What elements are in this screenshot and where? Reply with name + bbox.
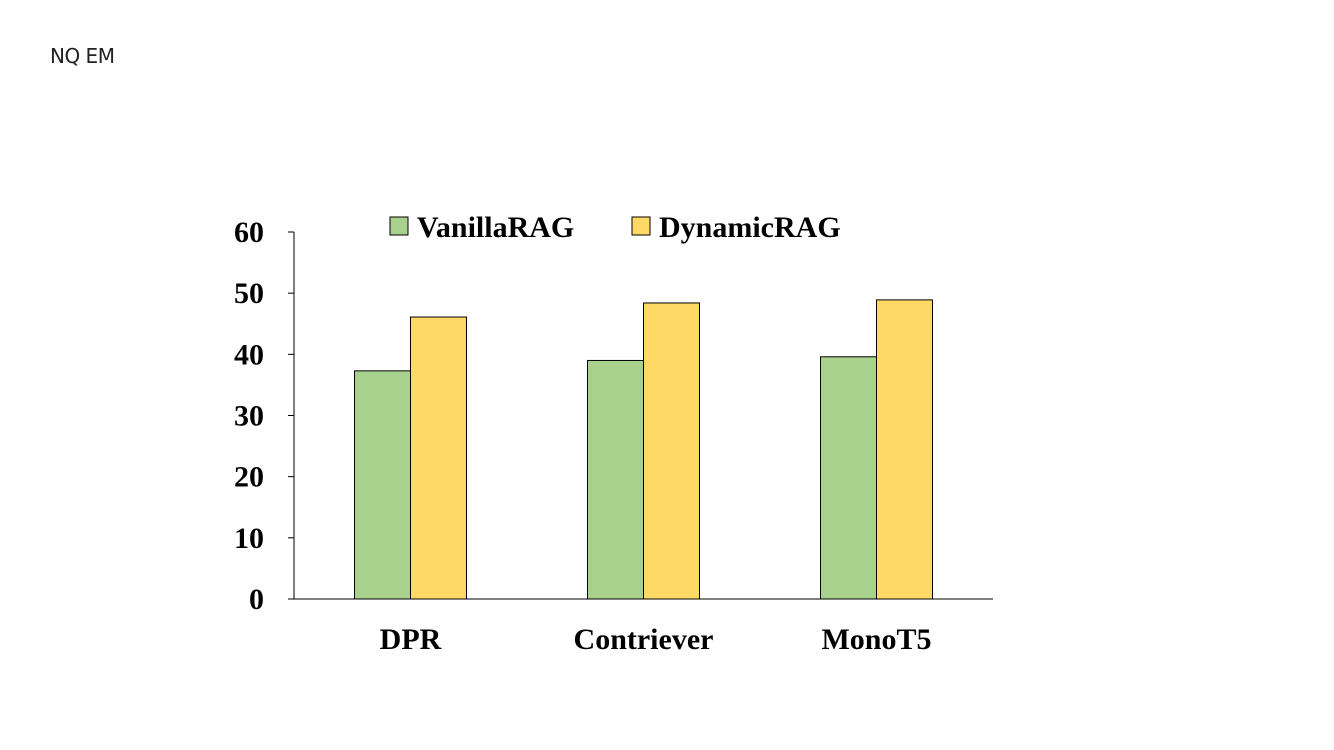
legend-label: DynamicRAG (659, 211, 841, 244)
bar-dynamicrag-monot5 (876, 299, 933, 600)
y-tick-label: 40 (234, 338, 264, 371)
y-tick-label: 50 (234, 277, 264, 310)
y-tick-label: 10 (234, 522, 264, 555)
legend-swatch (631, 216, 651, 236)
bar-vanillarag-contriever (587, 359, 644, 600)
x-axis-labels: DPR Contriever MonoT5 (380, 623, 932, 656)
page-title: NQ EM (50, 44, 115, 68)
x-category-label: MonoT5 (821, 623, 931, 656)
bar-vanillarag-dpr (354, 370, 411, 600)
y-tick-label: 60 (234, 216, 264, 249)
legend-swatch (389, 216, 409, 236)
y-tick-label: 20 (234, 461, 264, 494)
chart-legend: VanillaRAG DynamicRAG (389, 211, 841, 244)
chart-bars (354, 299, 933, 600)
x-category-label: Contriever (574, 623, 714, 656)
y-tick-label: 30 (234, 400, 264, 433)
bar-dynamicrag-dpr (410, 316, 467, 600)
x-category-label: DPR (380, 623, 442, 656)
y-axis-ticks: 0 10 20 30 40 50 60 (234, 216, 294, 616)
bar-dynamicrag-contriever (643, 302, 700, 600)
bar-vanillarag-monot5 (820, 356, 877, 600)
y-tick-label: 0 (249, 583, 264, 616)
legend-label: VanillaRAG (417, 211, 574, 244)
